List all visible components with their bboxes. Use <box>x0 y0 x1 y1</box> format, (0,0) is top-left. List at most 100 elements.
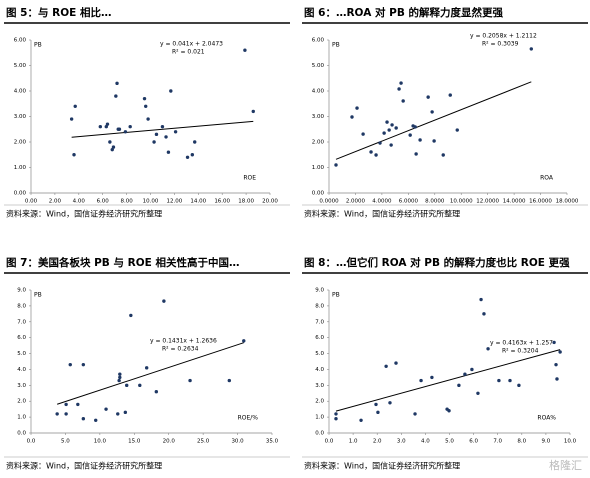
x-tick-label: 14.0000 <box>503 199 526 205</box>
y-axis-label: PB <box>332 292 340 299</box>
y-tick-label: 9.0 <box>315 288 324 294</box>
y-tick-label: 0.0 <box>315 431 324 437</box>
y-tick-label: 7.0 <box>315 319 324 325</box>
point <box>376 410 380 415</box>
chart-panel: 图 7：美国各板块 PB 与 ROE 相关性高于中国… 资料来源：Wind，国信证… <box>4 256 290 471</box>
source: 资料来源：Wind，国信证券经济研究所整理 <box>6 461 162 471</box>
point <box>108 140 112 144</box>
point <box>72 153 76 157</box>
trend-equation: y = 0.2058x + 1.2112 <box>470 33 537 40</box>
point <box>114 94 118 98</box>
point <box>529 47 533 51</box>
x-tick-label: 8.0 <box>517 439 526 445</box>
x-tick-label: 5.0 <box>445 439 454 445</box>
trendline <box>57 342 244 405</box>
point <box>369 150 373 154</box>
x-tick-label: 1.0 <box>349 439 358 445</box>
x-tick-label: 0.0000 <box>319 199 339 205</box>
x-tick-label: 6.0 <box>469 439 478 445</box>
point <box>388 401 392 405</box>
point <box>508 378 512 383</box>
y-axis-label: PB <box>34 292 42 299</box>
x-tick-label: 35.0 <box>266 439 279 445</box>
trendline <box>335 349 561 412</box>
watermark: 格隆汇 <box>549 458 582 472</box>
x-tick-label: 6.00 <box>97 199 110 205</box>
point <box>55 412 59 416</box>
x-tick-label: 10.00 <box>143 199 159 205</box>
y-tick-label: 2.0 <box>17 399 26 405</box>
chart-title: 图 7：美国各板块 PB 与 ROE 相关性高于中国… <box>6 256 239 269</box>
point <box>144 104 148 109</box>
x-tick-label: 30.0 <box>231 439 244 445</box>
x-tick-label: 20.0 <box>163 439 176 445</box>
point <box>470 367 474 372</box>
point <box>142 96 147 101</box>
point <box>68 362 72 367</box>
point <box>185 155 190 159</box>
chart-panel: 图 5：与 ROE 相比… 资料来源：Wind，国信证券经济研究所整理 0.00 2.… <box>4 6 290 219</box>
y-tick-label: 4.0 <box>17 367 26 373</box>
point <box>385 120 389 124</box>
point <box>408 133 412 137</box>
point <box>414 152 418 156</box>
x-tick-label: 4.0 <box>421 439 430 445</box>
y-tick-label: 4.00 <box>312 89 325 95</box>
x-tick-label: 4.00 <box>73 199 86 205</box>
point <box>455 128 459 132</box>
point <box>154 132 159 137</box>
point <box>558 350 562 354</box>
x-tick-label: 4.0000 <box>372 199 392 205</box>
y-tick-label: 0.00 <box>312 191 325 197</box>
point <box>355 106 359 110</box>
point <box>426 95 430 99</box>
y-tick-label: 6.0 <box>315 335 324 341</box>
point <box>81 417 86 421</box>
point <box>138 383 142 388</box>
point <box>463 372 467 376</box>
x-tick-label: 20.00 <box>262 199 278 205</box>
y-tick-label: 6.00 <box>14 38 27 44</box>
point <box>378 141 382 145</box>
point <box>117 378 121 383</box>
point <box>361 132 365 136</box>
point <box>118 372 122 376</box>
x-tick-label: 6.0000 <box>399 199 419 205</box>
y-tick-label: 6.0 <box>17 335 26 341</box>
point <box>389 143 393 147</box>
point <box>334 412 338 416</box>
point <box>166 150 171 154</box>
point <box>125 383 129 388</box>
x-tick-label: 12.0000 <box>476 199 499 205</box>
point <box>169 89 173 93</box>
x-tick-label: 12.00 <box>167 199 183 205</box>
y-tick-label: 1.0 <box>17 415 26 421</box>
point <box>118 375 122 380</box>
y-tick-label: 8.0 <box>315 303 324 309</box>
y-tick-label: 3.00 <box>312 114 325 120</box>
point <box>413 125 417 129</box>
point <box>160 125 165 129</box>
point <box>111 145 116 149</box>
point <box>479 297 483 302</box>
point <box>154 389 159 394</box>
point <box>188 378 192 383</box>
point <box>387 128 391 132</box>
point <box>390 123 394 127</box>
point <box>486 347 490 351</box>
y-tick-label: 3.0 <box>315 383 324 389</box>
trend-r2: R² = 0.021 <box>172 49 205 56</box>
y-tick-label: 1.0 <box>315 415 324 421</box>
y-axis-label: PB <box>332 42 340 49</box>
x-tick-label: 25.0 <box>197 439 210 445</box>
point <box>555 377 559 381</box>
y-tick-label: 0.00 <box>14 191 27 197</box>
y-tick-label: 3.00 <box>14 114 27 120</box>
y-tick-label: 3.0 <box>17 383 26 389</box>
point <box>418 138 422 142</box>
point <box>448 93 452 97</box>
trend-equation: y = 0.1431x + 1.2636 <box>150 338 217 345</box>
point <box>432 139 436 143</box>
point <box>430 110 434 114</box>
point <box>441 153 445 157</box>
